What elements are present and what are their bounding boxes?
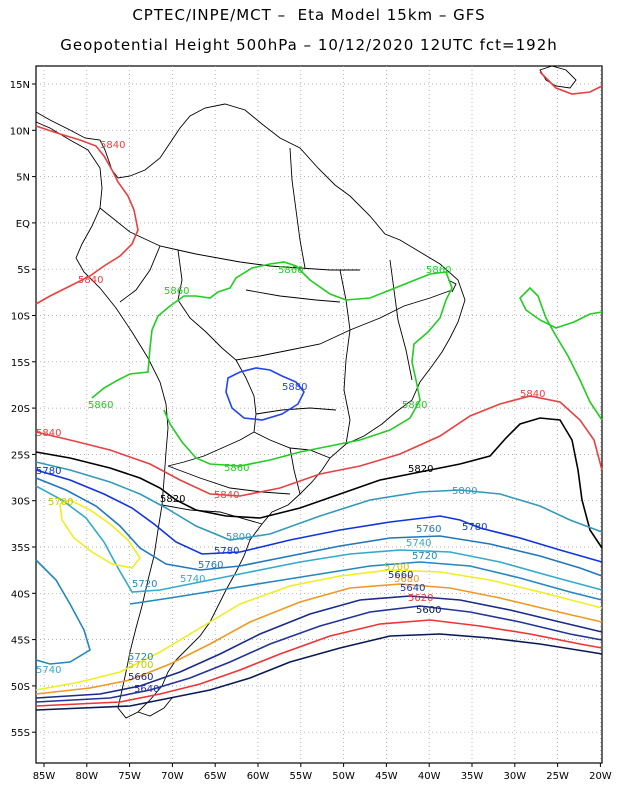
lat-tick-label: 35S bbox=[11, 543, 30, 554]
lon-tick-label: 55W bbox=[289, 771, 312, 782]
contour-5640 bbox=[35, 605, 603, 703]
contour-label: 5640 bbox=[400, 583, 425, 594]
contour-label: 5780 bbox=[462, 522, 487, 533]
contour-5700-ring bbox=[59, 499, 141, 569]
lat-tick-label: 10N bbox=[10, 126, 30, 137]
contour-5840-north bbox=[35, 125, 139, 305]
title-model: CPTEC/INPE/MCT – Eta Model 15km – GFS bbox=[132, 6, 486, 24]
lat-tick-label: 40S bbox=[11, 589, 30, 600]
contour-5720 bbox=[35, 559, 603, 665]
contour-5760 bbox=[35, 477, 603, 577]
contour-label: 5880 bbox=[282, 382, 307, 393]
contour-label: 5720 bbox=[132, 579, 157, 590]
contour-label: 5860 bbox=[88, 400, 113, 411]
contour-label: 5780 bbox=[36, 466, 61, 477]
lat-tick-label: 25S bbox=[11, 450, 30, 461]
lat-tick-label: 15S bbox=[11, 358, 30, 369]
contour-label: 5840 bbox=[214, 490, 239, 501]
contour-5840-ne bbox=[539, 71, 603, 95]
contour-5600 bbox=[35, 633, 603, 711]
contour-label: 5820 bbox=[408, 464, 433, 475]
contour-label: 5760 bbox=[416, 524, 441, 535]
lon-tick-label: 75W bbox=[118, 771, 141, 782]
contour-label: 5860 bbox=[164, 286, 189, 297]
contour-labels: 5840 5840 5840 5840 5840 5860 5860 5860 … bbox=[36, 140, 545, 695]
contour-label: 5840 bbox=[78, 275, 103, 286]
contour-5860-main bbox=[91, 261, 453, 467]
contour-label: 5760 bbox=[198, 560, 223, 571]
contour-label: 5700 bbox=[128, 660, 153, 671]
contour-5660 bbox=[35, 595, 603, 699]
lat-tick-label: 50S bbox=[11, 682, 30, 693]
latitude-axis: 15N 10N 5N EQ 5S 10S 15S 20S 25S 30S 35S 40S 45S 50S 5… bbox=[10, 80, 36, 739]
contour-5780 bbox=[35, 469, 603, 563]
contour-label: 5860 bbox=[426, 265, 451, 276]
lat-tick-label: 30S bbox=[11, 497, 30, 508]
contour-label: 5640 bbox=[134, 684, 159, 695]
lon-tick-label: 35W bbox=[461, 771, 484, 782]
contour-5800 bbox=[35, 461, 603, 541]
contour-5820 bbox=[35, 417, 603, 549]
map-frame bbox=[35, 65, 603, 764]
longitude-axis: 85W 80W 75W 70W 65W 60W 55W 50W 45W 40W 35W 30W 25W 2… bbox=[33, 763, 612, 782]
contour-label: 5780 bbox=[214, 546, 239, 557]
lat-tick-label: 10S bbox=[11, 312, 30, 323]
contour-label: 5660 bbox=[388, 570, 413, 581]
contour-label: 5860 bbox=[402, 400, 427, 411]
lon-tick-label: 70W bbox=[161, 771, 184, 782]
lat-tick-label: 5S bbox=[17, 265, 30, 276]
lon-tick-label: 85W bbox=[33, 771, 56, 782]
contour-label: 5800 bbox=[452, 486, 477, 497]
contour-lines bbox=[35, 71, 603, 711]
lat-tick-label: 5N bbox=[16, 173, 30, 184]
contour-label: 5740 bbox=[36, 665, 61, 676]
lon-tick-label: 65W bbox=[204, 771, 227, 782]
contour-label: 5680 bbox=[394, 574, 419, 585]
contour-5860-east bbox=[519, 286, 603, 421]
contour-5680 bbox=[35, 583, 603, 695]
contour-label: 5860 bbox=[278, 265, 303, 276]
contour-label: 5840 bbox=[520, 389, 545, 400]
contour-5620 bbox=[35, 619, 603, 707]
contour-label: 5740 bbox=[406, 538, 431, 549]
contour-label: 5800 bbox=[226, 532, 251, 543]
contour-label: 5700 bbox=[48, 497, 73, 508]
lat-tick-label: 15N bbox=[10, 80, 30, 91]
title-field: Geopotential Height 500hPa – 10/12/2020 … bbox=[60, 36, 558, 54]
lon-tick-label: 40W bbox=[418, 771, 441, 782]
contour-label: 5620 bbox=[408, 593, 433, 604]
contour-label: 5600 bbox=[416, 605, 441, 616]
lon-tick-label: 50W bbox=[332, 771, 355, 782]
contour-5740 bbox=[35, 485, 603, 593]
lon-tick-label: 80W bbox=[75, 771, 98, 782]
contour-5880 bbox=[225, 367, 305, 421]
contour-label: 5720 bbox=[128, 652, 153, 663]
lon-tick-label: 45W bbox=[375, 771, 398, 782]
contour-label: 5840 bbox=[36, 428, 61, 439]
contour-label: 5840 bbox=[100, 140, 125, 151]
contour-label: 5720 bbox=[412, 551, 437, 562]
lon-tick-label: 20W bbox=[589, 771, 612, 782]
contour-label: 5860 bbox=[224, 463, 249, 474]
lon-tick-label: 60W bbox=[247, 771, 270, 782]
contour-5700 bbox=[35, 569, 603, 691]
lon-tick-label: 30W bbox=[503, 771, 526, 782]
contour-5840-south bbox=[35, 395, 603, 497]
lon-tick-label: 25W bbox=[546, 771, 569, 782]
contour-label: 5700 bbox=[384, 562, 409, 573]
contour-label: 5820 bbox=[160, 494, 185, 505]
lat-tick-label: 20S bbox=[11, 404, 30, 415]
lat-tick-label: EQ bbox=[16, 219, 30, 230]
lat-tick-label: 55S bbox=[11, 728, 30, 739]
lat-tick-label: 45S bbox=[11, 636, 30, 647]
contour-label: 5740 bbox=[180, 574, 205, 585]
contour-label: 5660 bbox=[128, 672, 153, 683]
